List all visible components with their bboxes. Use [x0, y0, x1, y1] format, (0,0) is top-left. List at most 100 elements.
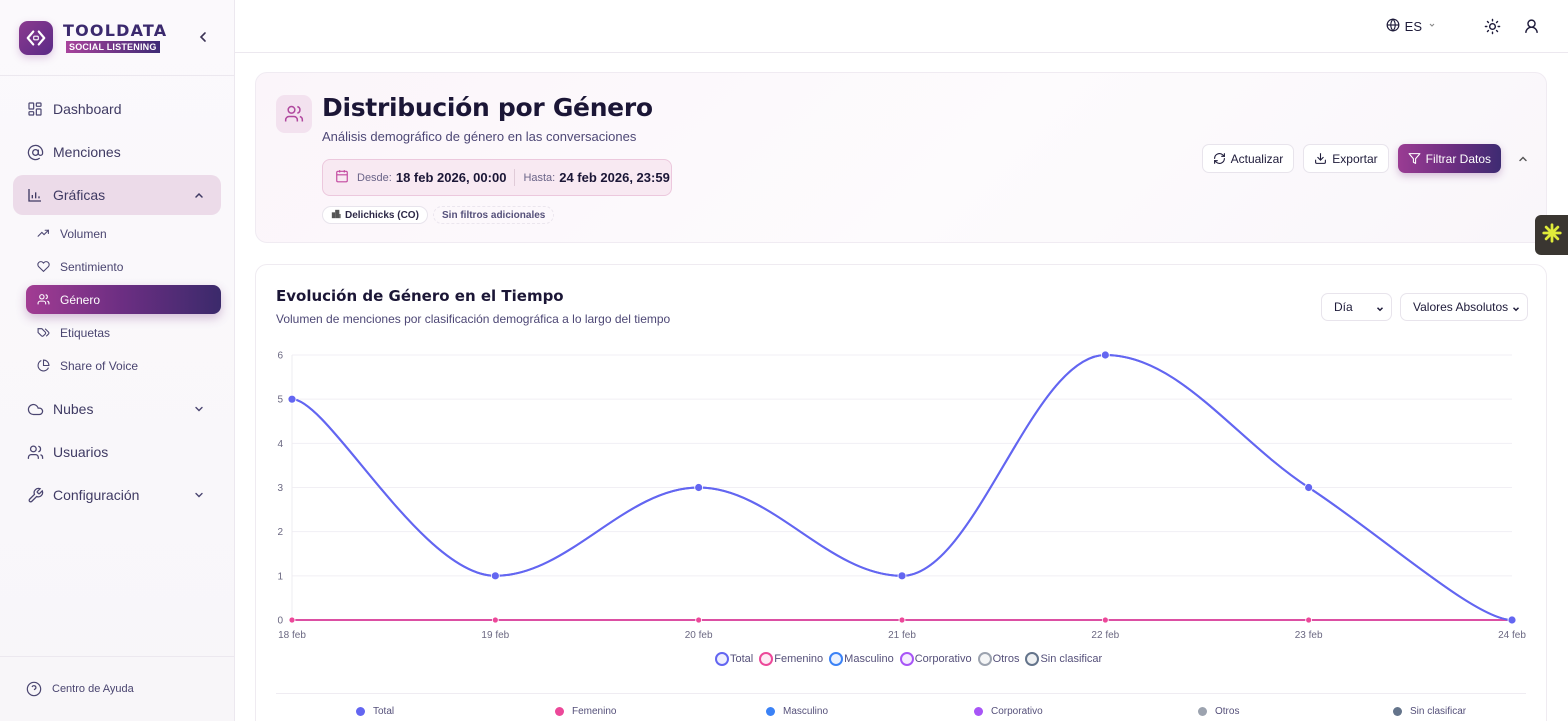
value-mode-select[interactable]: Valores Absolutos: [1400, 293, 1528, 321]
brand-chip: Delichicks (CO): [322, 206, 428, 224]
data-point[interactable]: [1100, 350, 1110, 360]
sidebar-subitem-label: Share of Voice: [60, 358, 139, 373]
data-point[interactable]: [695, 616, 703, 624]
refresh-button[interactable]: Actualizar: [1201, 144, 1295, 173]
sidebar-subitem-share-of-voice[interactable]: Share of Voice: [26, 351, 221, 380]
line-chart[interactable]: 0 1 2 3 4 5 6 18 feb 19 feb 20 feb 21 feb 22 feb 23 …: [256, 265, 1548, 655]
sidebar-item-graficas[interactable]: Gráficas: [13, 175, 221, 215]
sidebar-subitem-sentimiento[interactable]: Sentimiento: [26, 252, 221, 281]
sidebar-item-menciones[interactable]: Menciones: [13, 132, 221, 172]
sidebar-item-nubes[interactable]: Nubes: [13, 389, 221, 429]
data-point[interactable]: [491, 616, 499, 624]
language-label: ES: [1404, 18, 1422, 34]
filters-chip: Sin filtros adicionales: [433, 206, 555, 224]
sidebar-item-label: Gráficas: [53, 187, 106, 203]
sidebar-subitem-etiquetas[interactable]: Etiquetas: [26, 318, 221, 347]
language-selector[interactable]: ES: [1386, 17, 1436, 35]
sidebar-item-dashboard[interactable]: Dashboard: [13, 89, 221, 129]
data-point[interactable]: [1507, 615, 1517, 625]
trending-up-icon: [36, 227, 50, 241]
export-label: Exportar: [1332, 151, 1378, 166]
legend-toggle-sin-clasificar[interactable]: Sin clasificar: [1025, 652, 1102, 666]
data-point[interactable]: [1304, 483, 1314, 492]
data-point[interactable]: [288, 616, 296, 624]
y-tick-label: 0: [277, 616, 283, 627]
x-tick-label: 18 feb: [278, 630, 306, 641]
chart-subtitle: Volumen de menciones por clasificación d…: [276, 312, 671, 326]
legend-item-corporativo[interactable]: Corporativo: [974, 706, 1043, 717]
legend-toggle-corporativo[interactable]: Corporativo: [899, 652, 972, 666]
sidebar-subitem-volumen[interactable]: Volumen: [26, 219, 221, 248]
users-icon: [276, 95, 312, 133]
y-tick-label: 2: [277, 527, 283, 538]
legend-toggle-masculino[interactable]: Masculino: [829, 652, 894, 666]
value-mode-select-value: Valores Absolutos: [1413, 300, 1509, 314]
date-from-label: Desde:: [357, 171, 392, 184]
bar-chart-icon: [26, 186, 44, 204]
sidebar-item-configuracion[interactable]: Configuración: [13, 475, 221, 515]
legend-item-masculino[interactable]: Masculino: [766, 706, 828, 717]
sun-icon[interactable]: [1483, 17, 1501, 35]
legend-item-total[interactable]: Total: [356, 706, 394, 717]
legend-label: Femenino: [774, 653, 824, 665]
page-header-card: Distribución por Género Análisis demográ…: [255, 72, 1547, 243]
legend-dot-icon: [766, 707, 775, 716]
legend-dot-icon: [1198, 707, 1207, 716]
chevron-up-icon[interactable]: [1517, 153, 1529, 165]
export-button[interactable]: Exportar: [1303, 144, 1389, 173]
user-icon[interactable]: [1522, 17, 1540, 35]
legend-label: Otros: [992, 653, 1020, 665]
chevron-down-icon: [193, 402, 205, 414]
sidebar-subitem-genero[interactable]: Género: [26, 285, 221, 314]
logo-icon[interactable]: [19, 20, 53, 55]
legend-dot-icon: [555, 707, 564, 716]
legend-item-sin-clasificar[interactable]: Sin clasificar: [1393, 706, 1466, 717]
y-tick-label: 4: [277, 439, 283, 450]
data-point[interactable]: [287, 394, 297, 404]
legend-toggle-otros[interactable]: Otros: [977, 652, 1020, 666]
legend-item-femenino[interactable]: Femenino: [555, 706, 616, 717]
help-center-link[interactable]: Centro de Ayuda: [0, 656, 234, 721]
download-icon: [1314, 152, 1327, 165]
data-point[interactable]: [898, 616, 906, 624]
data-point[interactable]: [897, 571, 907, 581]
main-content: ES Distribución por Género Análisis demo…: [235, 0, 1568, 721]
legend-label: Total: [730, 653, 754, 665]
logo-title: TOOLDATA: [63, 20, 168, 40]
at-sign-icon: [26, 143, 44, 161]
chevron-up-icon: [193, 188, 205, 200]
period-select-value: Día: [1334, 300, 1353, 314]
legend-label: Corporativo: [914, 653, 972, 665]
legend-toggle-total[interactable]: Total: [715, 652, 753, 666]
data-point[interactable]: [1101, 616, 1109, 624]
legend-label: Total: [373, 706, 395, 717]
chevron-left-icon[interactable]: [198, 30, 208, 46]
date-divider: [514, 169, 516, 186]
legend-label: Sin clasificar: [1040, 653, 1103, 665]
assistant-widget-button[interactable]: [1535, 215, 1568, 255]
page-title: Distribución por Género: [322, 93, 653, 122]
users-icon: [36, 293, 50, 307]
pie-chart-icon: [36, 359, 50, 373]
legend-label: Otros: [1215, 706, 1240, 717]
period-select[interactable]: Día: [1321, 293, 1392, 321]
data-point[interactable]: [694, 483, 704, 492]
sidebar-item-usuarios[interactable]: Usuarios: [13, 432, 221, 472]
legend-toggle-femenino[interactable]: Femenino: [759, 652, 823, 666]
legend-ring-icon: [977, 652, 992, 666]
sidebar-item-label: Configuración: [53, 487, 140, 503]
calendar-icon: [335, 169, 349, 186]
sidebar-subitem-label: Sentimiento: [60, 259, 124, 274]
asterisk-icon: [1541, 222, 1563, 249]
filter-data-button[interactable]: Filtrar Datos: [1397, 144, 1501, 173]
legend-item-otros[interactable]: Otros: [1198, 706, 1239, 717]
tags-icon: [36, 326, 50, 340]
x-tick-label: 23 feb: [1295, 630, 1323, 641]
data-point[interactable]: [490, 571, 500, 581]
date-range-picker[interactable]: Desde: 18 feb 2026, 00:00 Hasta: 24 feb …: [322, 159, 672, 196]
data-point[interactable]: [1305, 616, 1313, 624]
legend-dot-icon: [356, 707, 365, 716]
building-icon: [331, 209, 341, 222]
date-to-label: Hasta:: [523, 171, 556, 184]
